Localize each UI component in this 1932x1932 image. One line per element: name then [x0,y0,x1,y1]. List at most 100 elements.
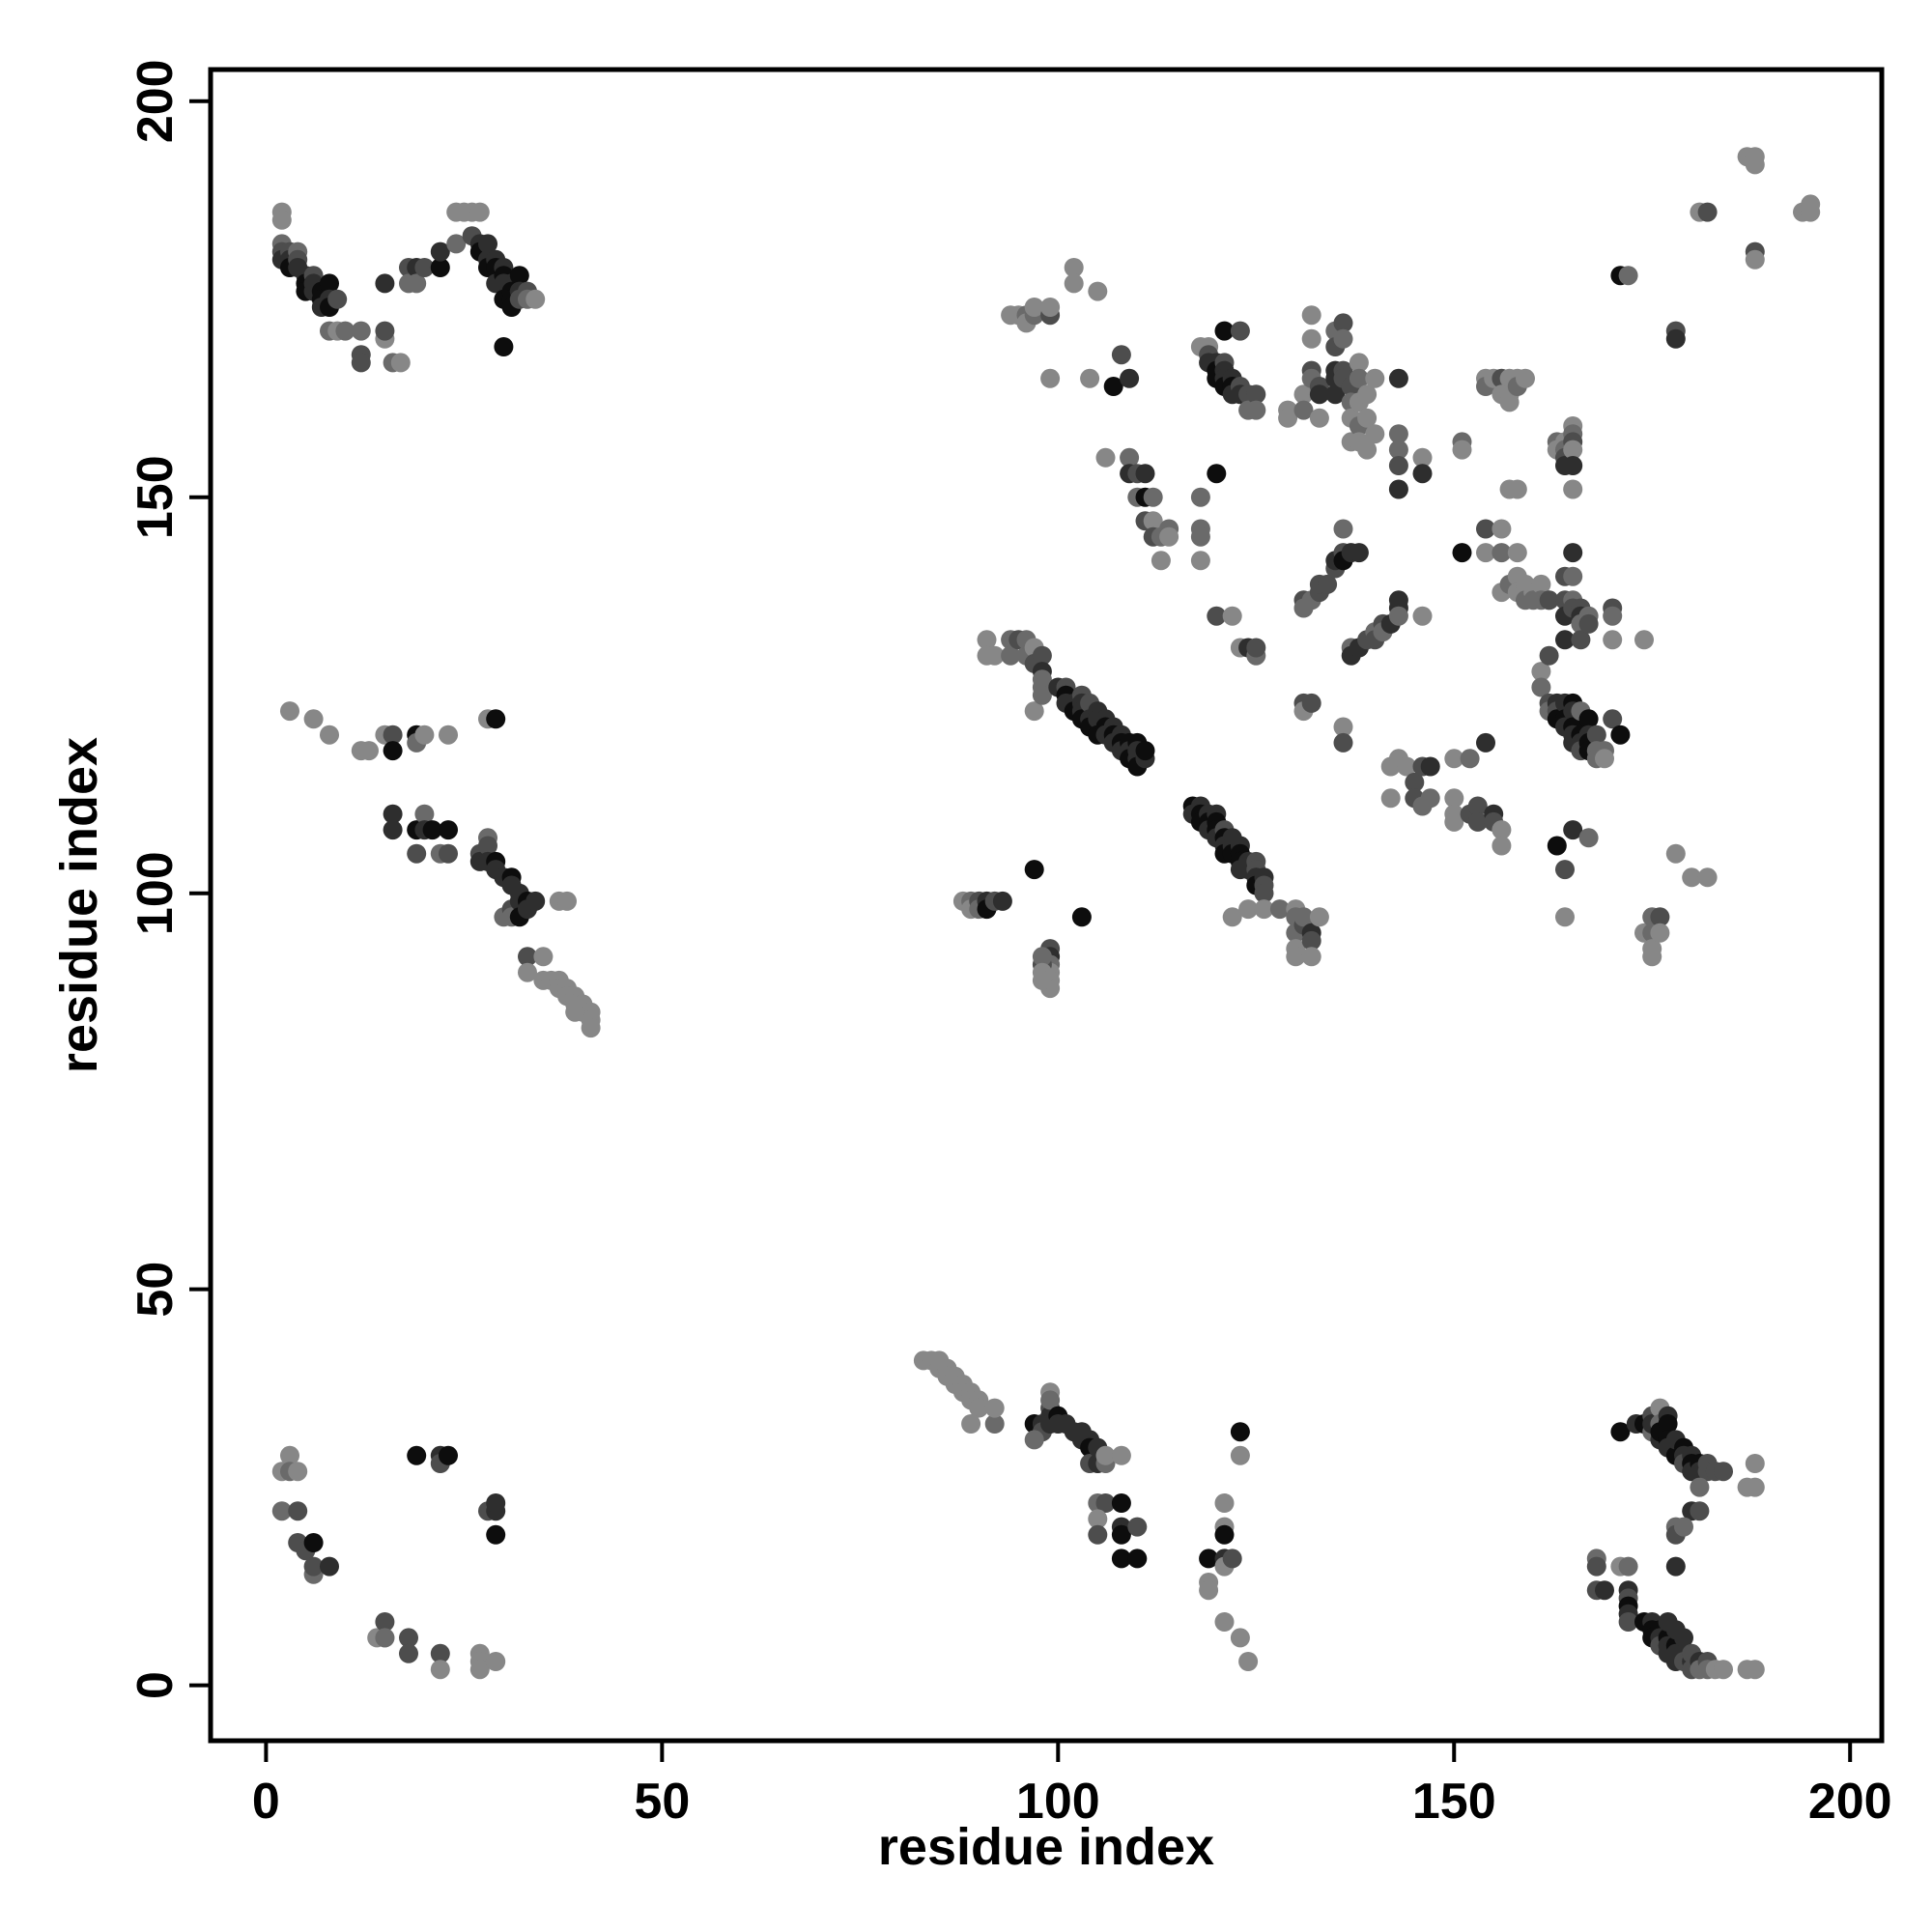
data-point [977,630,997,650]
data-point [1333,519,1353,539]
data-point [439,1445,458,1465]
data-point [1032,970,1052,990]
data-point [478,234,497,254]
data-point [1547,836,1567,856]
data-point [1492,836,1512,856]
data-point [335,321,355,341]
data-point [1318,574,1338,594]
data-point [1214,1524,1235,1545]
data-point [1024,701,1044,722]
data-point [961,1414,981,1434]
data-point [1333,313,1353,333]
data-point [1737,1477,1757,1497]
data-point [1301,930,1321,951]
data-point [1634,630,1654,650]
data-point [1618,266,1638,286]
data-point [1618,1612,1638,1632]
data-point [1610,1422,1631,1442]
data-point [1032,947,1052,967]
data-point [1357,408,1378,428]
data-point [359,741,379,761]
data-point [1412,464,1433,484]
data-point [1246,400,1266,420]
data-point [1032,645,1052,666]
data-point [1230,321,1250,341]
data-point [1665,1556,1686,1577]
data-point [383,804,403,824]
data-point [407,273,427,294]
data-point [1120,447,1140,468]
data-point [1595,1580,1614,1601]
data-point [320,1556,339,1577]
data-point [1555,907,1575,927]
data-point [1563,543,1583,563]
data-point [1151,551,1171,571]
data-point [486,709,506,729]
data-point [1024,860,1044,880]
data-point [1301,693,1321,713]
data-point [1088,1509,1108,1529]
data-point [1071,907,1092,927]
data-point [1492,519,1512,539]
data-point [1531,574,1551,594]
data-point [1199,1548,1219,1569]
data-point [518,947,537,967]
data-point [469,1660,490,1680]
data-point [375,1612,395,1632]
data-point [1714,1660,1733,1680]
data-point [1293,400,1314,420]
data-point [1563,440,1583,460]
data-point [1801,202,1821,222]
data-point [1610,724,1631,745]
data-point [1492,543,1512,563]
data-point [526,891,546,911]
data-point [1111,1524,1131,1545]
data-point [1460,749,1480,769]
data-point [1563,566,1583,586]
data-point [518,962,537,982]
data-point [383,741,403,761]
data-point [1745,155,1765,175]
data-point [1555,630,1575,650]
data-point [1586,1556,1606,1577]
data-point [1586,724,1606,745]
data-point [581,1018,601,1038]
data-point [1658,1414,1678,1434]
data-point [1222,907,1242,927]
data-point [1507,543,1527,563]
data-point [1690,1501,1710,1521]
x-axis-label: residue index [878,1818,1214,1876]
data-point [1120,368,1140,388]
data-point [1199,1580,1219,1601]
data-point [984,1398,1005,1418]
data-point [1531,677,1551,697]
data-point [1476,519,1495,539]
data-point [1476,543,1495,563]
data-point [1578,828,1599,848]
data-point [1024,1430,1044,1450]
data-point [414,724,435,745]
data-point [1412,606,1433,626]
data-point [1357,384,1378,405]
data-point [1064,258,1084,277]
data-point [1697,202,1718,222]
data-point [1222,1548,1242,1569]
data-point [1222,606,1242,626]
data-point [430,258,450,277]
plot-frame [208,67,1885,1744]
data-point [422,820,442,840]
data-point [1555,860,1575,880]
data-point [1032,685,1052,705]
data-point [1420,756,1440,777]
data-point [439,820,458,840]
data-point [1349,543,1369,563]
data-point [1603,606,1623,626]
data-point [430,1643,450,1663]
data-point [1650,923,1670,943]
data-point [469,202,490,222]
data-point [1301,305,1321,326]
data-point [1333,328,1353,349]
data-point [1254,883,1274,903]
data-point [1309,907,1329,927]
